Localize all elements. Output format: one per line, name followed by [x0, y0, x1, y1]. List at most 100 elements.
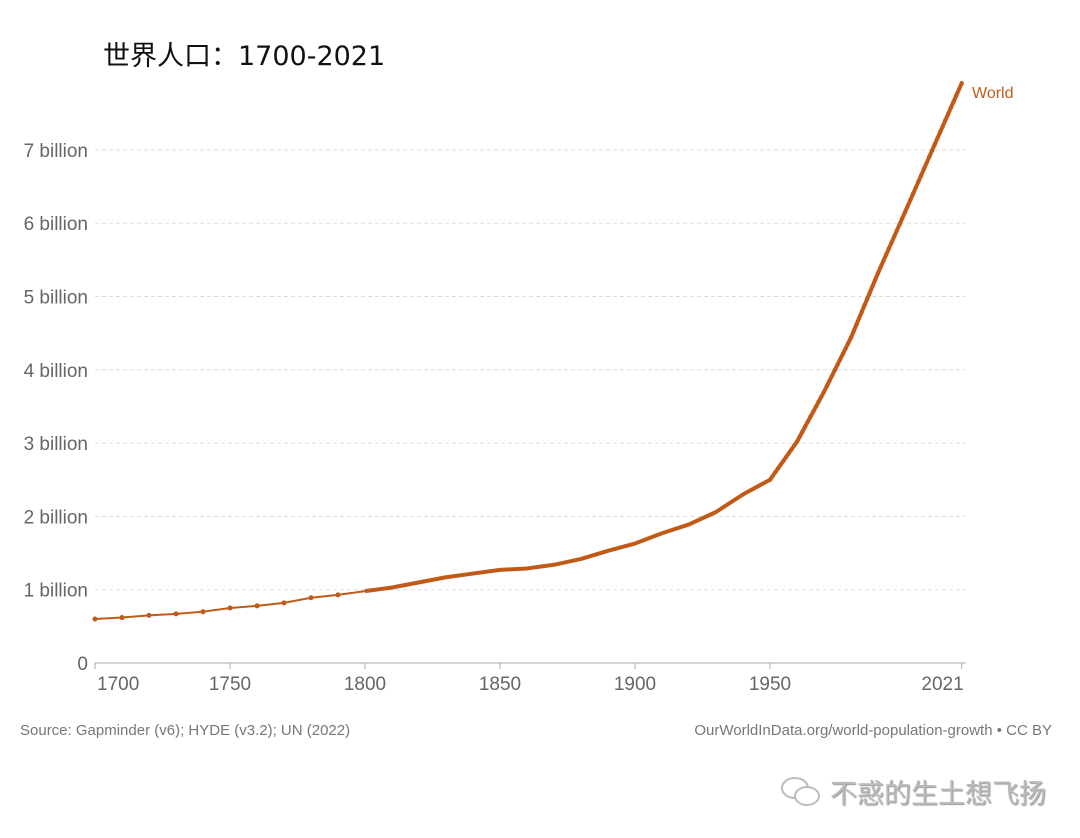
- data-point: [865, 296, 870, 302]
- x-tick-label: 1950: [749, 674, 791, 695]
- data-point: [951, 99, 956, 104]
- x-tick-label: 2021: [921, 674, 963, 695]
- data-point: [802, 424, 808, 429]
- data-point: [897, 222, 902, 227]
- watermark: 不惑的生土想飞扬: [780, 772, 1046, 811]
- y-tick-label: 0: [77, 654, 88, 675]
- data-point: [789, 447, 794, 452]
- data-point: [905, 203, 910, 209]
- data-point: [797, 434, 802, 439]
- data-point: [921, 166, 927, 172]
- data-point: [916, 179, 921, 184]
- data-point: [886, 246, 891, 251]
- data-point: [773, 469, 778, 475]
- data-point: [878, 264, 883, 270]
- watermark-text: 不惑的生土想飞扬: [830, 779, 1046, 810]
- data-point: [881, 258, 886, 264]
- data-point: [832, 367, 837, 373]
- data-point: [840, 351, 846, 357]
- data-point: [843, 346, 848, 351]
- y-tick-label: 5 billion: [24, 288, 88, 309]
- data-point: [829, 373, 835, 378]
- x-tick-label: 1750: [209, 674, 251, 695]
- data-point: [92, 616, 98, 622]
- data-point: [281, 600, 287, 606]
- data-point: [883, 252, 889, 257]
- data-point: [959, 80, 964, 86]
- data-point: [119, 615, 125, 621]
- x-tick-label: 1800: [344, 674, 386, 695]
- series-line-world-early: [94, 590, 366, 621]
- data-point: [824, 384, 829, 389]
- data-point: [173, 611, 179, 617]
- data-point: [827, 378, 832, 384]
- data-point: [924, 160, 929, 166]
- data-point: [908, 197, 913, 203]
- data-point: [835, 362, 840, 367]
- data-point: [932, 142, 937, 147]
- data-point: [892, 234, 897, 239]
- data-point: [767, 477, 773, 482]
- y-tick-label: 3 billion: [24, 434, 88, 455]
- data-point: [816, 399, 821, 404]
- data-point: [854, 322, 859, 327]
- data-point: [902, 210, 908, 215]
- data-point: [943, 117, 948, 123]
- data-point: [889, 240, 894, 245]
- series-label-world: World: [972, 85, 1014, 102]
- data-point: [848, 335, 854, 340]
- data-point: [781, 458, 786, 463]
- data-point: [859, 309, 864, 314]
- data-point: [792, 443, 797, 448]
- data-point: [308, 595, 314, 601]
- data-point: [935, 136, 940, 141]
- data-point: [146, 612, 152, 618]
- data-point: [813, 404, 819, 409]
- data-point: [919, 173, 924, 178]
- x-tick-label: 1700: [97, 674, 139, 695]
- data-point: [786, 450, 792, 456]
- data-point: [913, 185, 918, 190]
- data-point: [954, 93, 959, 98]
- data-point: [846, 340, 851, 346]
- data-point: [821, 389, 827, 394]
- y-tick-label: 6 billion: [24, 214, 88, 235]
- data-point: [770, 473, 775, 479]
- data-point: [900, 216, 905, 221]
- data-point: [910, 191, 916, 196]
- data-point: [946, 111, 951, 117]
- data-point: [873, 277, 878, 282]
- data-point: [867, 290, 873, 295]
- x-tick-label: 1900: [614, 674, 656, 695]
- data-point: [894, 228, 900, 233]
- data-point: [956, 87, 962, 92]
- y-tick-label: 7 billion: [24, 141, 88, 162]
- y-tick-label: 4 billion: [24, 361, 88, 382]
- data-point: [254, 603, 260, 609]
- data-point: [862, 303, 867, 308]
- data-point: [940, 123, 945, 129]
- data-point: [227, 605, 233, 611]
- credit-link[interactable]: OurWorldInData.org/world-population-grow…: [694, 722, 1052, 739]
- chart-title: 世界人口：1700-2021: [103, 41, 386, 72]
- source-note: Source: Gapminder (v6); HYDE (v3.2); UN …: [20, 722, 351, 739]
- series-line-world: [364, 82, 964, 594]
- data-point: [819, 394, 824, 399]
- data-point: [948, 105, 954, 110]
- data-point: [794, 439, 800, 444]
- data-point: [838, 357, 843, 362]
- data-point: [800, 429, 805, 434]
- data-point: [927, 154, 932, 159]
- y-tick-label: 2 billion: [24, 507, 88, 528]
- data-point: [808, 414, 813, 419]
- data-point: [811, 409, 816, 414]
- data-point: [805, 419, 810, 424]
- data-point: [937, 130, 943, 135]
- data-point: [875, 270, 881, 276]
- data-point: [775, 466, 781, 471]
- data-point: [870, 283, 875, 289]
- data-point: [851, 328, 856, 334]
- x-tick-label: 1850: [479, 674, 521, 695]
- data-point: [335, 592, 341, 598]
- data-point: [856, 315, 862, 321]
